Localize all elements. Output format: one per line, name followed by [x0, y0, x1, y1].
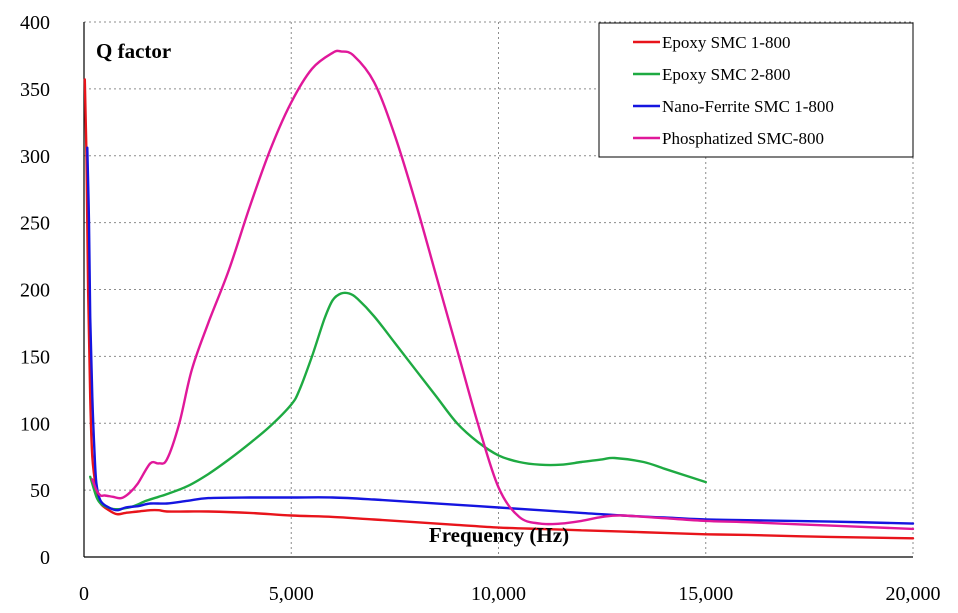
- y-tick-labels: 0 50 100 150 200 250 300 350 400: [20, 12, 50, 569]
- x-tick-label: 10,000: [471, 583, 526, 605]
- series-line-phosphatized-smc-800: [91, 49, 915, 531]
- series-line-epoxy-smc-1-800: [83, 78, 915, 540]
- x-tick-labels: 0 5,000 10,000 15,000 20,000: [79, 583, 941, 605]
- y-tick-label: 200: [20, 280, 50, 302]
- y-axis-title: Q factor: [96, 39, 171, 63]
- x-tick-label: 5,000: [269, 583, 314, 605]
- legend-label-nano-ferrite-smc-1-800: Nano-Ferrite SMC 1-800: [662, 97, 834, 116]
- series-line-epoxy-smc-2-800: [89, 291, 707, 511]
- x-tick-label: 15,000: [678, 583, 733, 605]
- legend-box: [598, 22, 914, 158]
- y-tick-label: 350: [20, 79, 50, 101]
- legend-label-epoxy-smc-2-800: Epoxy SMC 2-800: [662, 65, 790, 84]
- y-tick-label: 50: [30, 480, 50, 502]
- y-tick-label: 100: [20, 413, 50, 435]
- y-tick-label: 300: [20, 146, 50, 168]
- series-line-nano-ferrite-smc-1-800: [86, 146, 915, 525]
- legend-label-phosphatized-smc-800: Phosphatized SMC-800: [662, 129, 824, 148]
- axes: [83, 22, 913, 558]
- y-tick-label: 0: [40, 547, 50, 569]
- series-lines: [83, 49, 915, 540]
- x-axis-title: Frequency (Hz): [429, 523, 569, 547]
- x-tick-label: 0: [79, 583, 89, 605]
- legend: Epoxy SMC 1-800 Epoxy SMC 2-800 Nano-Ferri…: [598, 22, 914, 158]
- y-tick-label: 400: [20, 12, 50, 34]
- y-tick-label: 250: [20, 213, 50, 235]
- legend-label-epoxy-smc-1-800: Epoxy SMC 1-800: [662, 33, 790, 52]
- y-tick-label: 150: [20, 346, 50, 368]
- x-tick-label: 20,000: [886, 583, 941, 605]
